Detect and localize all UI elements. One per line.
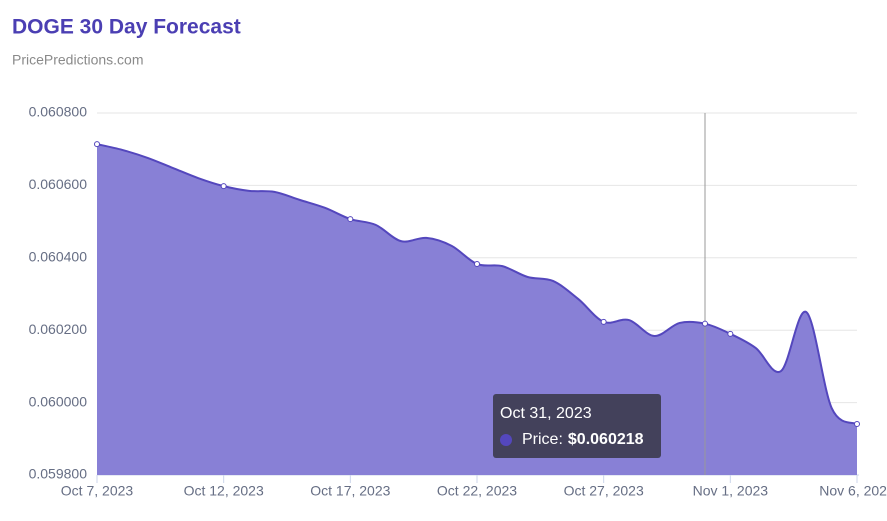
y-tick-label: 0.060000 bbox=[29, 393, 88, 409]
x-tick-label: Oct 27, 2023 bbox=[564, 483, 644, 499]
y-tick-label: 0.060400 bbox=[29, 249, 88, 265]
chart-title: DOGE 30 Day Forecast bbox=[12, 16, 241, 39]
tooltip-value: $0.060218 bbox=[568, 431, 644, 448]
point bbox=[94, 141, 100, 148]
point bbox=[854, 420, 860, 427]
point bbox=[347, 216, 354, 223]
point bbox=[220, 183, 227, 190]
point bbox=[600, 318, 607, 325]
tooltip-box bbox=[493, 394, 661, 458]
area bbox=[97, 144, 857, 475]
x-tick-label: Nov 1, 2023 bbox=[693, 483, 769, 499]
point bbox=[474, 260, 480, 267]
x-tick-label: Nov 6, 2023 bbox=[819, 483, 887, 499]
y-tick-label: 0.060800 bbox=[29, 104, 88, 120]
point bbox=[702, 320, 708, 327]
x-tick-label: Oct 17, 2023 bbox=[310, 483, 390, 499]
tooltip-label: Price: bbox=[522, 431, 563, 448]
y-tick-label: 0.060200 bbox=[29, 321, 88, 337]
tooltip-row: Price: $0.060218 bbox=[522, 431, 644, 448]
x-tick-label: Oct 7, 2023 bbox=[61, 483, 134, 499]
tooltip: Oct 31, 2023 Price: $0.060218 bbox=[493, 394, 661, 458]
x-tick-label: Oct 12, 2023 bbox=[184, 483, 264, 499]
y-tick-label: 0.059800 bbox=[29, 466, 88, 482]
point bbox=[727, 330, 734, 337]
x-tick-label: Oct 22, 2023 bbox=[437, 483, 517, 499]
y-tick-label: 0.060600 bbox=[29, 176, 88, 192]
chart-subtitle: PricePredictions.com bbox=[12, 52, 144, 68]
tooltip-marker bbox=[500, 434, 512, 446]
tooltip-title: Oct 31, 2023 bbox=[500, 405, 592, 422]
